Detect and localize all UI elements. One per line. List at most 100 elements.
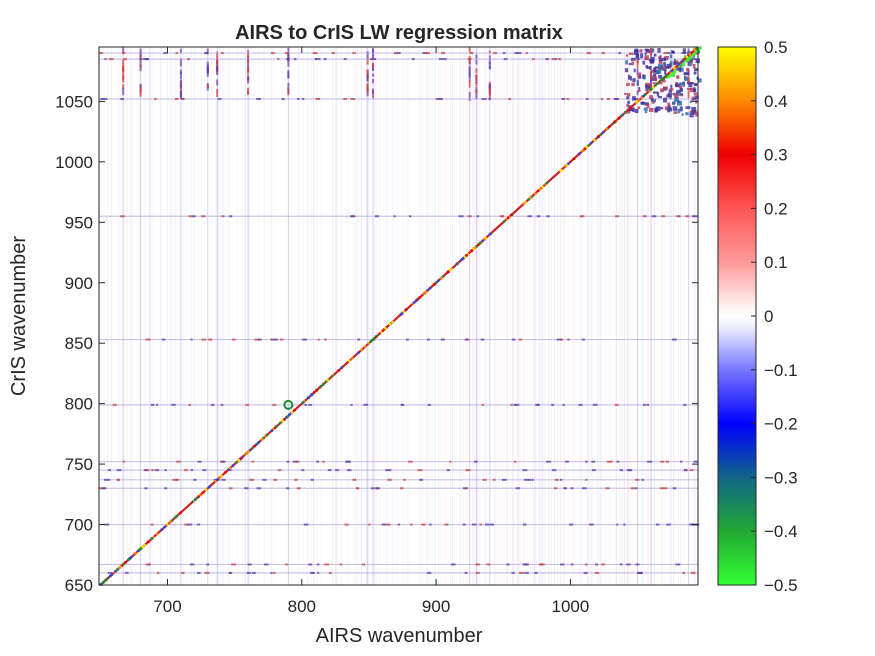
heatmap-band-cell	[256, 487, 261, 490]
heatmap-band-cell	[503, 58, 508, 61]
heatmap-diagonal-cell	[166, 523, 169, 526]
heatmap-band-cell	[346, 469, 352, 472]
heatmap-band-cell	[584, 563, 588, 566]
heatmap-band-cell	[578, 403, 583, 406]
heatmap-top-strip-cell	[371, 63, 374, 67]
heatmap-band-cell	[634, 487, 638, 490]
heatmap-band-cell	[352, 478, 357, 481]
heatmap-diagonal-cell	[199, 493, 202, 497]
heatmap-band-cell	[440, 338, 445, 341]
heatmap-diagonal-cell	[279, 421, 282, 425]
heatmap-block-cell	[672, 93, 675, 96]
heatmap-diagonal-cell	[460, 258, 464, 261]
heatmap-band-cell	[187, 58, 190, 61]
heatmap-diagonal-cell	[129, 556, 133, 559]
heatmap-band-cell	[553, 487, 558, 490]
heatmap-block-cell	[647, 49, 653, 54]
heatmap-top-strip-cell	[206, 61, 209, 66]
heatmap-band-cell	[522, 523, 527, 526]
heatmap-band-cell	[566, 97, 570, 100]
heatmap-band-cell	[350, 97, 356, 100]
heatmap-diagonal-cell	[326, 379, 329, 382]
colorbar-tick-label: 0.4	[764, 92, 788, 111]
heatmap-band-cell	[116, 469, 122, 472]
heatmap-band-cell	[605, 487, 610, 490]
heatmap-band-cell	[317, 338, 320, 341]
heatmap-diagonal-cell	[367, 342, 371, 345]
heatmap-band-cell	[562, 403, 565, 406]
heatmap-band-cell	[187, 523, 193, 526]
heatmap-band-cell	[546, 215, 550, 218]
heatmap-band-cell	[201, 215, 206, 218]
heatmap-block-cell	[625, 60, 628, 65]
heatmap-green-cell	[693, 50, 697, 54]
heatmap-band-cell	[676, 215, 680, 218]
heatmap-diagonal-cell	[448, 268, 452, 272]
heatmap-block-cell	[669, 108, 672, 111]
heatmap-band-cell	[591, 469, 596, 472]
heatmap-diagonal-cell	[163, 525, 166, 529]
heatmap-band-cell	[559, 563, 565, 566]
heatmap-block-cell	[654, 107, 659, 113]
heatmap-band-cell	[465, 487, 469, 490]
heatmap-top-strip-cell	[287, 88, 290, 96]
heatmap-band-cell	[485, 523, 490, 526]
heatmap-band-cell	[567, 338, 570, 341]
heatmap-band-cell	[570, 487, 574, 490]
heatmap-block-cell	[656, 69, 662, 74]
heatmap-block-cell	[667, 92, 672, 98]
heatmap-diagonal-cell	[472, 247, 475, 251]
heatmap-diagonal-cell	[218, 476, 222, 479]
heatmap-diagonal-cell	[102, 581, 105, 584]
heatmap-band-cell	[518, 571, 524, 574]
heatmap-top-strip-cell	[475, 74, 478, 82]
heatmap-band-cell	[375, 215, 380, 218]
heatmap-band-cell	[217, 97, 222, 100]
heatmap-diagonal-cell	[597, 135, 601, 138]
heatmap-band-cell	[356, 487, 360, 490]
heatmap-green-cell	[698, 46, 702, 50]
heatmap-block-cell	[657, 95, 662, 99]
heatmap-band-cell	[635, 478, 640, 481]
heatmap-top-strip-cell	[687, 60, 690, 66]
y-tick-label: 750	[65, 455, 93, 474]
heatmap-diagonal-cell	[429, 286, 432, 290]
heatmap-diagonal-cell	[106, 577, 109, 580]
heatmap-band-cell	[582, 487, 587, 490]
heatmap-band-cell	[107, 469, 111, 472]
heatmap-band-cell	[400, 487, 404, 490]
heatmap-band-cell	[331, 52, 336, 55]
colorbar-tick-label: 0	[764, 307, 773, 326]
heatmap-band-cell	[301, 97, 305, 100]
heatmap-plot-area	[98, 46, 702, 586]
heatmap-block-cell	[624, 92, 627, 96]
heatmap-diagonal-cell	[695, 46, 699, 50]
heatmap-diagonal-cell	[545, 181, 548, 185]
heatmap-block-cell	[644, 55, 649, 61]
heatmap-diagonal-cell	[693, 48, 696, 52]
heatmap-band-cell	[190, 338, 193, 341]
heatmap-block-cell	[664, 106, 669, 111]
heatmap-block-cell	[624, 68, 629, 73]
heatmap-diagonal-cell	[405, 308, 408, 311]
heatmap-top-strip-cell	[371, 55, 374, 60]
heatmap-diagonal-cell	[572, 157, 576, 160]
heatmap-block-cell	[656, 92, 660, 97]
heatmap-diagonal-cell	[659, 79, 662, 83]
heatmap-band-cell	[100, 97, 104, 100]
heatmap-block-cell	[671, 51, 675, 54]
heatmap-band-cell	[449, 460, 452, 463]
heatmap-block-cell	[637, 74, 641, 78]
heatmap-top-strip-cell	[247, 65, 250, 74]
heatmap-band-cell	[488, 97, 491, 100]
heatmap-block-cell	[637, 89, 641, 93]
heatmap-diagonal-cell	[118, 566, 121, 570]
colorbar-tick-label: −0.2	[764, 415, 798, 434]
y-tick-label: 650	[65, 576, 93, 595]
heatmap-diagonal-cell	[214, 480, 217, 483]
heatmap-band-cell	[270, 571, 273, 574]
heatmap-top-strip-cell	[475, 89, 478, 94]
colorbar-gradient	[718, 47, 756, 585]
heatmap-top-strip-cell	[122, 69, 125, 73]
y-tick-label: 800	[65, 395, 93, 414]
